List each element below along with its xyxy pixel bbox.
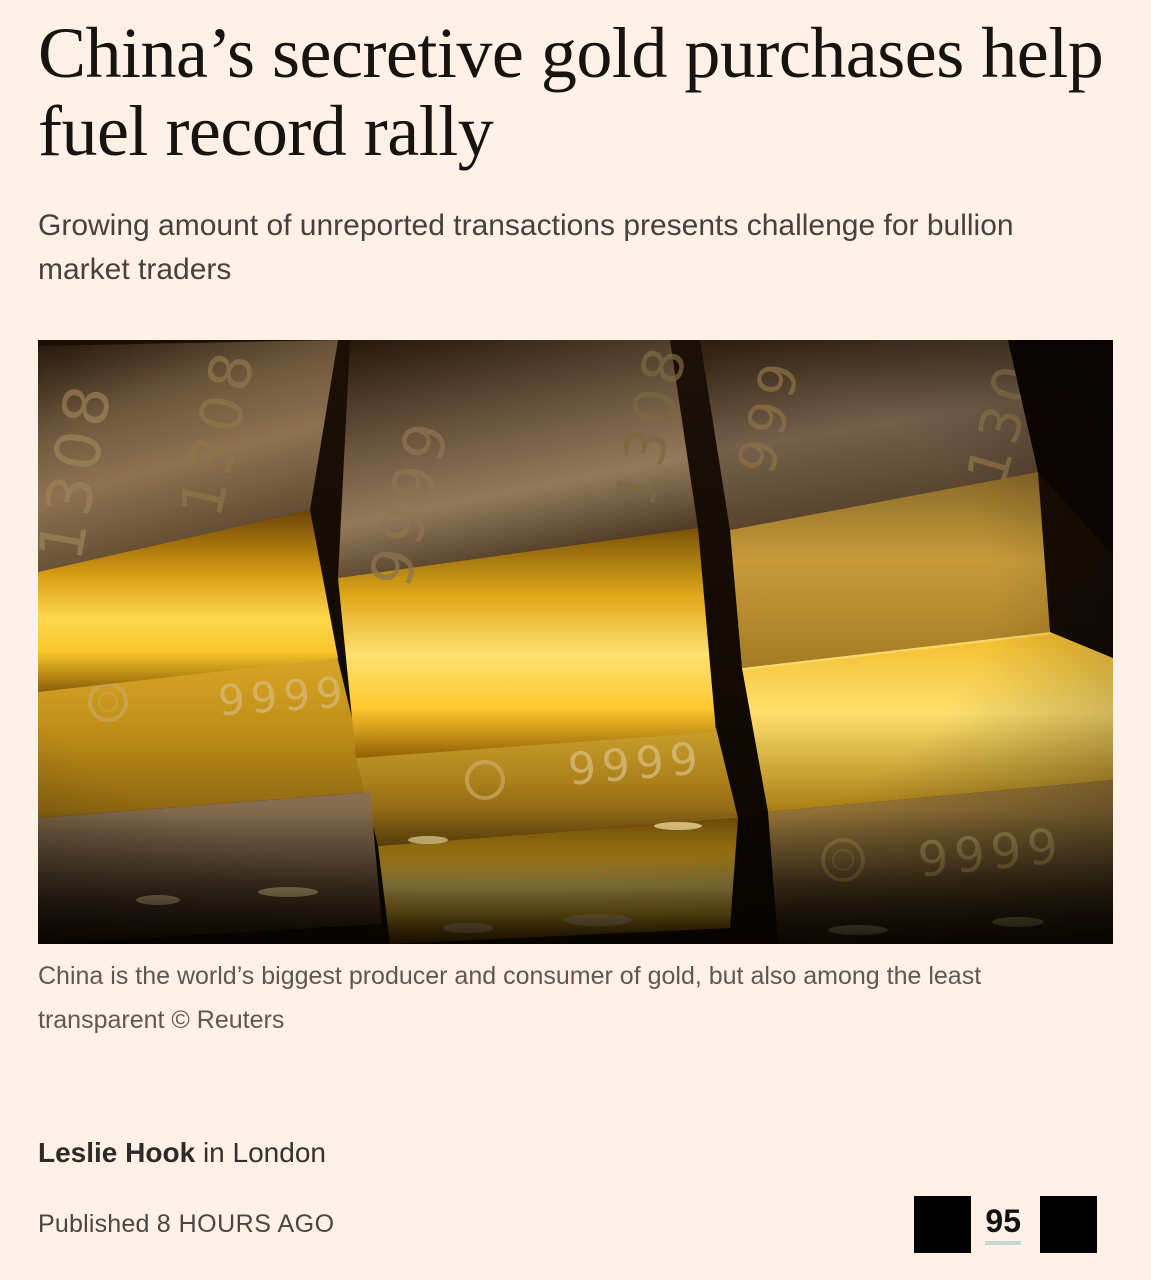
author-location: in London — [202, 1137, 326, 1168]
published-label: Published — [38, 1210, 150, 1238]
gold-bars-illustration: 9999 9999 9999 9999 — [38, 340, 1113, 944]
comment-icon[interactable] — [914, 1196, 972, 1253]
hero-figure: 9999 9999 9999 9999 — [38, 340, 1113, 1042]
meta-row: Published 8 HOURS AGO 95 — [38, 1196, 1113, 1253]
comment-count[interactable]: 95 — [985, 1205, 1021, 1245]
standfirst: Growing amount of unreported transaction… — [38, 209, 1014, 286]
published-time: 8 HOURS AGO — [156, 1210, 335, 1238]
save-icon[interactable] — [1040, 1196, 1097, 1253]
headline: China’s secretive gold purchases help fu… — [38, 13, 1104, 171]
gold-bars-photo: 9999 9999 9999 9999 — [38, 340, 1113, 944]
article-actions: 95 — [914, 1196, 1097, 1253]
byline: Leslie Hook in London — [38, 1136, 1113, 1170]
published-timestamp: Published 8 HOURS AGO — [38, 1210, 335, 1239]
author-name[interactable]: Leslie Hook — [38, 1137, 196, 1168]
image-caption: China is the world’s biggest producer an… — [38, 962, 982, 1034]
